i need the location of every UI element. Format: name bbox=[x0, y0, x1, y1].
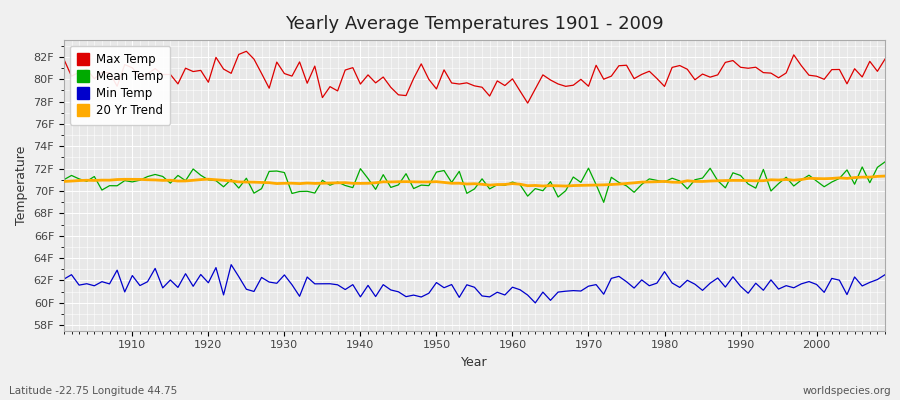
Min Temp bbox=[120, 290, 130, 294]
20 Yr Trend bbox=[879, 174, 890, 178]
Mean Temp bbox=[58, 177, 69, 182]
Line: Min Temp: Min Temp bbox=[64, 265, 885, 303]
20 Yr Trend bbox=[58, 179, 69, 184]
Mean Temp bbox=[507, 180, 517, 184]
Line: Mean Temp: Mean Temp bbox=[64, 162, 885, 202]
20 Yr Trend bbox=[120, 177, 130, 182]
Max Temp bbox=[507, 76, 517, 81]
20 Yr Trend bbox=[561, 184, 572, 188]
Mean Temp bbox=[332, 180, 343, 184]
Legend: Max Temp, Mean Temp, Min Temp, 20 Yr Trend: Max Temp, Mean Temp, Min Temp, 20 Yr Tre… bbox=[70, 46, 170, 124]
Min Temp bbox=[515, 287, 526, 292]
Max Temp bbox=[58, 57, 69, 62]
Title: Yearly Average Temperatures 1901 - 2009: Yearly Average Temperatures 1901 - 2009 bbox=[285, 15, 664, 33]
Mean Temp bbox=[500, 183, 510, 188]
Max Temp bbox=[241, 49, 252, 54]
Min Temp bbox=[530, 300, 541, 305]
Max Temp bbox=[614, 63, 625, 68]
Mean Temp bbox=[286, 191, 297, 196]
Text: worldspecies.org: worldspecies.org bbox=[803, 386, 891, 396]
Max Temp bbox=[522, 101, 533, 106]
20 Yr Trend bbox=[606, 182, 616, 187]
Mean Temp bbox=[120, 178, 130, 183]
Min Temp bbox=[294, 294, 305, 299]
Min Temp bbox=[340, 287, 351, 292]
Max Temp bbox=[515, 89, 526, 94]
Mean Temp bbox=[879, 160, 890, 164]
Min Temp bbox=[58, 277, 69, 282]
Line: Max Temp: Max Temp bbox=[64, 51, 885, 103]
Max Temp bbox=[340, 68, 351, 72]
Min Temp bbox=[879, 272, 890, 277]
Y-axis label: Temperature: Temperature bbox=[15, 146, 28, 225]
20 Yr Trend bbox=[500, 182, 510, 187]
Min Temp bbox=[226, 262, 237, 267]
Min Temp bbox=[507, 285, 517, 290]
20 Yr Trend bbox=[507, 181, 517, 186]
Line: 20 Yr Trend: 20 Yr Trend bbox=[64, 176, 885, 186]
Max Temp bbox=[879, 57, 890, 62]
X-axis label: Year: Year bbox=[461, 356, 488, 369]
20 Yr Trend bbox=[286, 181, 297, 186]
Max Temp bbox=[294, 60, 305, 64]
Min Temp bbox=[614, 274, 625, 279]
Max Temp bbox=[120, 62, 130, 67]
Mean Temp bbox=[606, 175, 616, 180]
20 Yr Trend bbox=[332, 180, 343, 185]
Text: Latitude -22.75 Longitude 44.75: Latitude -22.75 Longitude 44.75 bbox=[9, 386, 177, 396]
Mean Temp bbox=[598, 200, 609, 205]
